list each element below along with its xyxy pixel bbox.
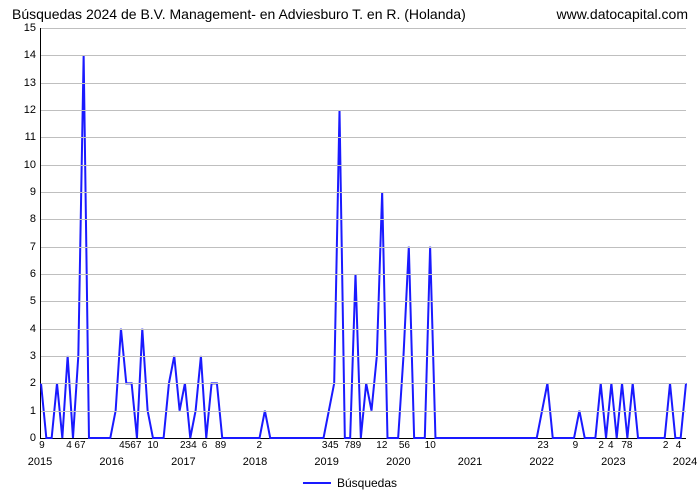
x-point-label: 10 <box>425 440 436 451</box>
x-point-label: 4 <box>66 440 72 451</box>
x-point-label: 78 <box>621 440 632 451</box>
x-point-label: 4 <box>608 440 614 451</box>
gridline <box>41 137 686 138</box>
gridline <box>41 28 686 29</box>
gridline <box>41 247 686 248</box>
x-point-label: 345 <box>322 440 339 451</box>
gridline <box>41 356 686 357</box>
x-year-label: 2024 <box>673 456 697 468</box>
legend: Búsquedas <box>303 476 397 490</box>
y-tick-label: 6 <box>6 268 36 280</box>
x-year-label: 2022 <box>529 456 553 468</box>
gridline <box>41 110 686 111</box>
x-year-label: 2020 <box>386 456 410 468</box>
y-tick-label: 2 <box>6 377 36 389</box>
y-tick-label: 4 <box>6 323 36 335</box>
x-year-label: 2019 <box>314 456 338 468</box>
x-point-label: 56 <box>399 440 410 451</box>
x-point-label: 12 <box>376 440 387 451</box>
gridline <box>41 83 686 84</box>
y-tick-label: 10 <box>6 159 36 171</box>
gridline <box>41 383 686 384</box>
y-tick-label: 14 <box>6 49 36 61</box>
y-tick-label: 7 <box>6 241 36 253</box>
x-point-label: 6 <box>202 440 208 451</box>
x-point-label: 9 <box>573 440 579 451</box>
gridline <box>41 219 686 220</box>
gridline <box>41 411 686 412</box>
y-tick-label: 8 <box>6 213 36 225</box>
x-point-label: 234 <box>180 440 197 451</box>
x-year-label: 2017 <box>171 456 195 468</box>
gridline <box>41 301 686 302</box>
x-point-label: 9 <box>39 440 45 451</box>
chart-container: Búsquedas 2024 de B.V. Management- en Ad… <box>0 0 700 500</box>
x-point-label: 2 <box>663 440 669 451</box>
y-tick-label: 15 <box>6 22 36 34</box>
x-point-label: 67 <box>74 440 85 451</box>
x-point-label: 10 <box>147 440 158 451</box>
x-point-label: 2 <box>598 440 604 451</box>
y-tick-label: 11 <box>6 131 36 143</box>
x-point-label: 789 <box>344 440 361 451</box>
chart-title: Búsquedas 2024 de B.V. Management- en Ad… <box>12 6 466 22</box>
y-tick-label: 13 <box>6 77 36 89</box>
gridline <box>41 55 686 56</box>
gridline <box>41 274 686 275</box>
x-year-label: 2018 <box>243 456 267 468</box>
gridline <box>41 192 686 193</box>
x-year-label: 2023 <box>601 456 625 468</box>
x-year-label: 2021 <box>458 456 482 468</box>
x-point-label: 4 <box>676 440 682 451</box>
line-chart-svg <box>41 28 686 438</box>
x-year-label: 2016 <box>99 456 123 468</box>
chart-source: www.datocapital.com <box>556 6 688 22</box>
plot-area <box>40 28 686 439</box>
y-tick-label: 9 <box>6 186 36 198</box>
gridline <box>41 165 686 166</box>
y-tick-label: 0 <box>6 432 36 444</box>
x-point-label: 89 <box>215 440 226 451</box>
y-tick-label: 1 <box>6 405 36 417</box>
x-point-label: 4567 <box>119 440 141 451</box>
gridline <box>41 329 686 330</box>
y-tick-label: 12 <box>6 104 36 116</box>
y-tick-label: 3 <box>6 350 36 362</box>
x-year-label: 2015 <box>28 456 52 468</box>
y-tick-label: 5 <box>6 295 36 307</box>
title-row: Búsquedas 2024 de B.V. Management- en Ad… <box>0 0 700 24</box>
x-point-label: 23 <box>538 440 549 451</box>
x-point-label: 2 <box>257 440 263 451</box>
legend-label: Búsquedas <box>337 476 397 490</box>
legend-line-icon <box>303 482 331 484</box>
